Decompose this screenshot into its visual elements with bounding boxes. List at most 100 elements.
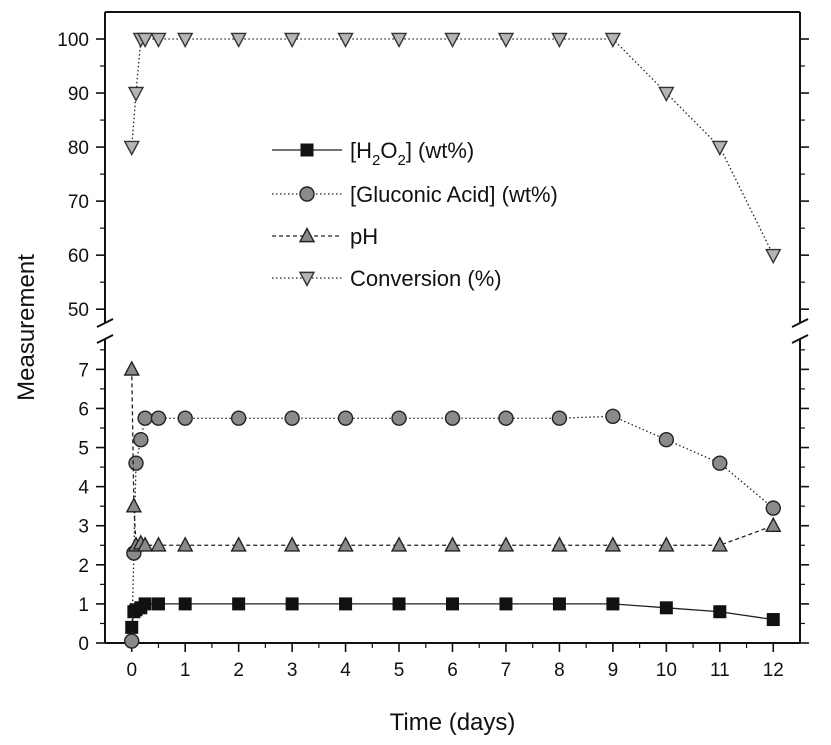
plot-frame <box>96 11 809 644</box>
x-tick-label: 1 <box>180 660 191 681</box>
data-point <box>444 536 461 552</box>
y-tick-label: 0 <box>78 634 89 655</box>
legend-label: [Gluconic Acid] (wt%) <box>350 182 558 207</box>
data-point <box>177 32 194 49</box>
data-point <box>125 497 143 513</box>
data-point <box>606 597 620 611</box>
left-axis-break-marks <box>96 318 114 344</box>
axis-break-mark <box>96 318 114 328</box>
data-point <box>230 410 247 426</box>
legend-label-part: [H <box>350 138 372 163</box>
y-tick-label: 4 <box>78 478 89 499</box>
data-point <box>658 432 675 448</box>
x-tick-label: 0 <box>126 660 137 681</box>
data-point <box>551 32 568 49</box>
data-point <box>391 410 407 426</box>
data-point <box>765 516 782 533</box>
y-axis-title: Measurement <box>13 254 40 401</box>
data-point <box>337 410 354 426</box>
series-line <box>131 369 774 547</box>
data-point <box>444 410 461 426</box>
data-point <box>765 248 782 265</box>
data-point <box>444 32 461 49</box>
data-point <box>337 32 354 49</box>
data-point <box>551 410 568 426</box>
y-tick-label: 3 <box>78 517 89 538</box>
data-point <box>605 408 621 424</box>
y-tick-label: 7 <box>78 360 89 381</box>
data-point <box>604 536 622 552</box>
x-tick-label: 6 <box>447 660 458 681</box>
data-point <box>133 432 149 448</box>
data-point <box>150 410 167 426</box>
y-tick-label: 5 <box>78 439 89 460</box>
data-point <box>446 597 459 611</box>
data-point <box>283 536 301 552</box>
data-point <box>658 536 675 552</box>
data-point <box>339 597 353 611</box>
right-axis-break-marks <box>791 318 809 344</box>
series-0 <box>125 597 780 634</box>
data-point <box>230 536 247 552</box>
data-point <box>284 410 300 426</box>
series-2 <box>123 360 782 552</box>
y-tick-label: 6 <box>78 399 89 420</box>
data-point <box>128 455 144 471</box>
data-point <box>392 597 406 611</box>
data-point <box>497 32 515 49</box>
data-point <box>659 601 673 615</box>
y-tick-label: 2 <box>78 556 89 577</box>
data-point <box>283 32 301 49</box>
axis-break-mark <box>791 334 809 344</box>
data-point <box>124 633 140 649</box>
legend-label-part: O <box>380 138 397 163</box>
y-tick-label: 100 <box>57 30 89 51</box>
x-axis-ticks: 0 1 2 3 4 5 6 7 8 9 10 11 12 <box>126 643 784 681</box>
x-tick-label: 8 <box>554 660 565 681</box>
data-point <box>390 536 408 552</box>
data-point <box>499 597 513 611</box>
data-point <box>285 597 299 611</box>
x-axis-title: Time (days) <box>390 709 516 736</box>
data-point <box>123 140 140 157</box>
x-tick-label: 5 <box>394 660 405 681</box>
data-point <box>711 536 728 552</box>
x-tick-label: 11 <box>710 660 730 681</box>
data-point <box>178 597 192 611</box>
y-tick-label: 80 <box>68 138 89 159</box>
data-point <box>138 597 152 611</box>
data-point <box>136 536 154 552</box>
axis-break-mark <box>791 318 809 328</box>
data-point <box>177 536 194 552</box>
y-tick-label: 70 <box>68 192 89 213</box>
data-point <box>150 536 167 552</box>
data-point <box>127 86 145 103</box>
y-tick-label: 90 <box>68 84 89 105</box>
x-tick-label: 9 <box>608 660 619 681</box>
data-point <box>766 613 780 627</box>
series-1 <box>124 408 781 649</box>
data-point <box>713 605 727 619</box>
legend-label-part: 2 <box>397 152 405 169</box>
legend-label: pH <box>350 224 378 249</box>
data-point <box>604 32 622 49</box>
legend-label: Conversion (%) <box>350 266 502 291</box>
data-point <box>150 32 167 49</box>
data-point <box>230 32 247 49</box>
legend-marker <box>300 143 314 157</box>
x-tick-label: 12 <box>763 660 784 681</box>
series-line <box>131 415 774 642</box>
legend: [H2O2] (wt%)[Gluconic Acid] (wt%)pHConve… <box>272 138 558 291</box>
data-point <box>151 597 165 611</box>
legend-marker <box>298 227 316 243</box>
data-point <box>177 410 193 426</box>
data-point <box>765 500 781 516</box>
y-tick-label: 1 <box>78 595 89 616</box>
series-3 <box>123 32 782 265</box>
data-point <box>123 360 140 376</box>
y-tick-label: 60 <box>68 246 89 267</box>
x-tick-label: 10 <box>656 660 677 681</box>
data-point <box>337 536 354 552</box>
legend-marker <box>298 271 316 287</box>
data-point <box>552 597 566 611</box>
